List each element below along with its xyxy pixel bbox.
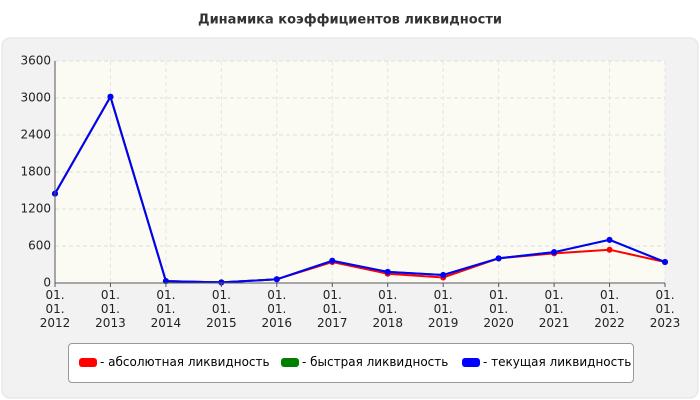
- x-tick-label: 01. 01. 2013: [95, 288, 126, 330]
- legend-item: - текущая ликвидность: [462, 355, 631, 369]
- legend-swatch: [281, 358, 299, 367]
- y-tick-label: 3000: [20, 91, 51, 105]
- point: [606, 236, 613, 243]
- x-tick-label: 01. 01. 2021: [538, 288, 570, 330]
- point: [384, 268, 391, 275]
- y-tick-label: 3600: [20, 54, 51, 68]
- legend-item: - быстрая ликвидность: [281, 355, 448, 369]
- point: [551, 249, 558, 256]
- x-tick-label: 01. 01. 2019: [427, 288, 459, 330]
- y-tick-label: 600: [28, 239, 51, 253]
- legend-label: - абсолютная ликвидность: [100, 355, 270, 369]
- x-tick-label: 01. 01. 2022: [594, 288, 625, 330]
- point: [107, 93, 114, 100]
- x-tick-label: 01. 01. 2015: [206, 288, 237, 330]
- x-tick-label: 01. 01. 2020: [483, 288, 514, 330]
- point: [440, 271, 447, 278]
- point: [662, 259, 668, 266]
- point: [329, 257, 336, 264]
- series-line: [54, 94, 666, 284]
- y-tick-label: 1800: [20, 165, 51, 179]
- x-tick-label: 01. 01. 2014: [150, 288, 182, 330]
- point: [606, 246, 613, 253]
- chart-title: Динамика коэффициентов ликвидности: [198, 13, 502, 28]
- legend-swatch: [462, 358, 480, 367]
- point: [218, 279, 225, 286]
- y-tick-label: 1200: [20, 202, 51, 216]
- legend-label: - быстрая ликвидность: [302, 355, 449, 369]
- legend-swatch: [79, 358, 97, 367]
- legend-label: - текущая ликвидность: [483, 355, 632, 369]
- point: [495, 255, 502, 262]
- x-tick-label: 01. 01. 2017: [316, 288, 348, 330]
- y-tick-label: 2400: [20, 128, 51, 142]
- legend-item: - абсолютная ликвидность: [79, 355, 270, 369]
- x-tick-label: 01. 01. 2016: [261, 288, 293, 330]
- point: [273, 276, 280, 283]
- legend: - абсолютная ликвидность - быстрая ликвид…: [68, 343, 634, 383]
- x-tick-label: 01. 01. 2023: [649, 288, 681, 330]
- x-tick-label: 01. 01. 2012: [39, 288, 71, 330]
- y-tick-label: 0: [43, 276, 51, 290]
- x-tick-label: 01. 01. 2018: [372, 288, 403, 330]
